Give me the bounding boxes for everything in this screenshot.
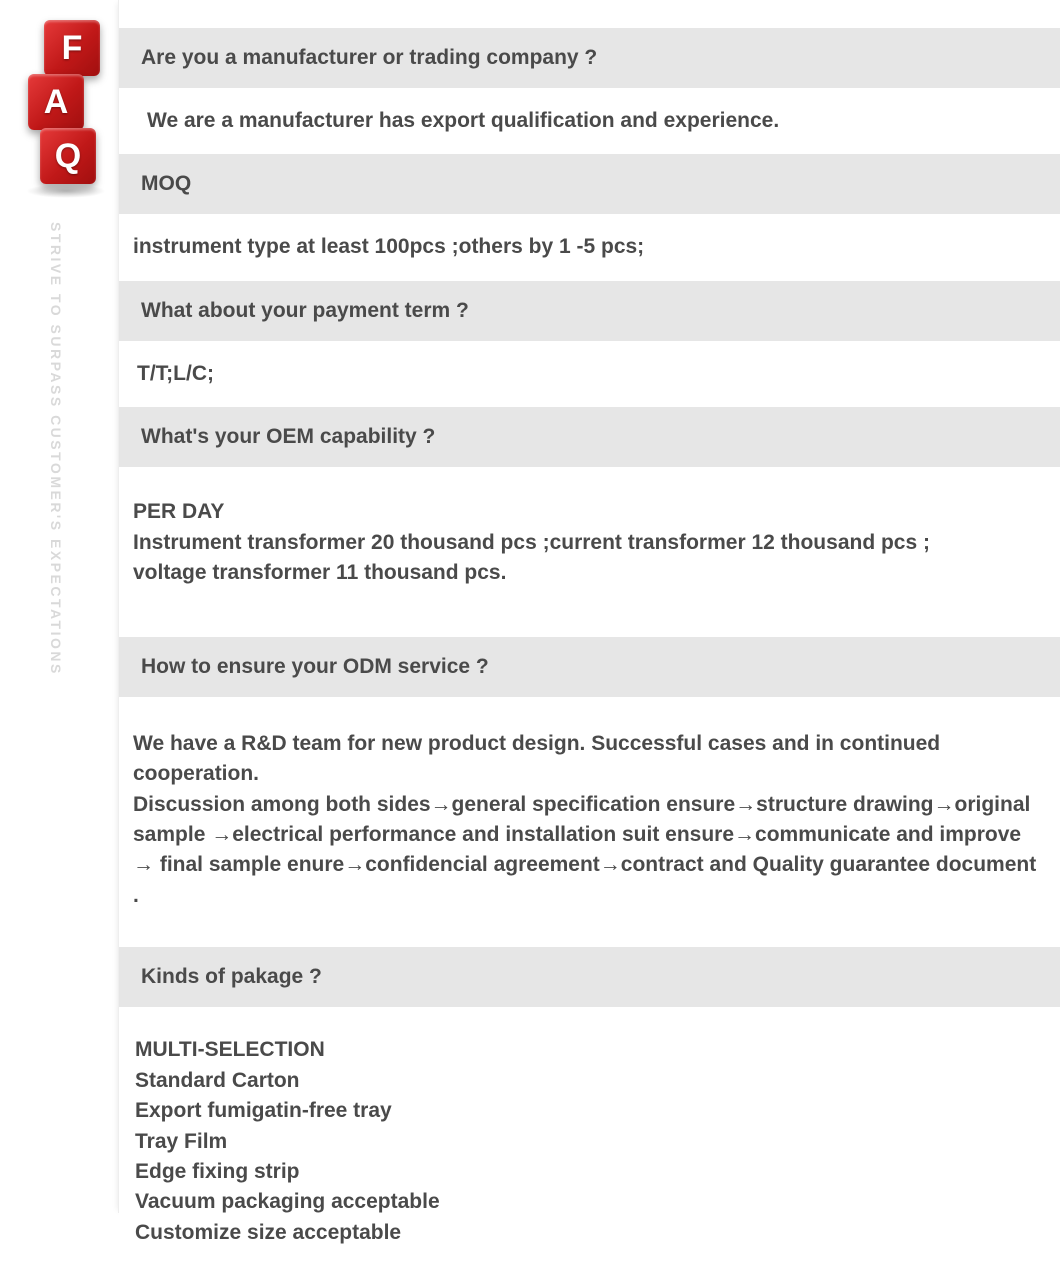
- faq-answer: T/T;L/C;: [119, 341, 1060, 407]
- faq-answer-line: Edge fixing strip: [135, 1157, 1042, 1187]
- faq-answer: instrument type at least 100pcs ;others …: [119, 214, 1060, 280]
- faq-answer-line: T/T;L/C;: [137, 359, 1042, 389]
- faq-answer-line: Discussion among both sides→general spec…: [133, 790, 1042, 912]
- faq-answer-line: Instrument transformer 20 thousand pcs ;…: [133, 528, 1042, 558]
- faq-question: What about your payment term ?: [119, 281, 1060, 341]
- faq-item: Are you a manufacturer or trading compan…: [119, 28, 1060, 154]
- faq-answer-line: Standard Carton: [135, 1066, 1042, 1096]
- faq-question: What's your OEM capability ?: [119, 407, 1060, 467]
- faq-logo: F A Q: [26, 20, 106, 198]
- faq-item: How to ensure your ODM service ? We have…: [119, 637, 1060, 948]
- faq-cube-f: F: [44, 20, 100, 76]
- faq-logo-shadow: [26, 184, 106, 198]
- faq-answer-line: We are a manufacturer has export qualifi…: [147, 106, 1042, 136]
- left-column: F A Q STRIVE TO SURPASS CUSTOMER'S EXPEC…: [0, 0, 118, 1213]
- faq-item: What's your OEM capability ? PER DAY Ins…: [119, 407, 1060, 636]
- faq-answer: PER DAY Instrument transformer 20 thousa…: [119, 467, 1060, 636]
- faq-answer-line: PER DAY: [133, 497, 1042, 527]
- faq-item: Kinds of pakage ? MULTI-SELECTION Standa…: [119, 947, 1060, 1270]
- faq-answer-line: Export fumigatin-free tray: [135, 1096, 1042, 1126]
- faq-question: Are you a manufacturer or trading compan…: [119, 28, 1060, 88]
- sidebar-slogan: STRIVE TO SURPASS CUSTOMER'S EXPECTATION…: [48, 222, 64, 676]
- faq-item: MOQ instrument type at least 100pcs ;oth…: [119, 154, 1060, 280]
- faq-cube-q: Q: [40, 128, 96, 184]
- faq-question: MOQ: [119, 154, 1060, 214]
- faq-answer-line: Customize size acceptable: [135, 1218, 1042, 1248]
- faq-question: Kinds of pakage ?: [119, 947, 1060, 1007]
- faq-answer: We have a R&D team for new product desig…: [119, 697, 1060, 948]
- faq-answer-line: We have a R&D team for new product desig…: [133, 729, 1042, 790]
- faq-answer: We are a manufacturer has export qualifi…: [119, 88, 1060, 154]
- faq-content: Are you a manufacturer or trading compan…: [118, 0, 1060, 1213]
- faq-question: How to ensure your ODM service ?: [119, 637, 1060, 697]
- faq-answer-line: MULTI-SELECTION: [135, 1035, 1042, 1065]
- faq-cube-a: A: [28, 74, 84, 130]
- faq-item: What about your payment term ? T/T;L/C;: [119, 281, 1060, 407]
- faq-answer-line: instrument type at least 100pcs ;others …: [133, 232, 1042, 262]
- faq-answer: MULTI-SELECTION Standard Carton Export f…: [119, 1007, 1060, 1270]
- faq-answer-line: Vacuum packaging acceptable: [135, 1187, 1042, 1217]
- faq-answer-line: voltage transformer 11 thousand pcs.: [133, 558, 1042, 588]
- faq-answer-line: Tray Film: [135, 1127, 1042, 1157]
- faq-page: F A Q STRIVE TO SURPASS CUSTOMER'S EXPEC…: [0, 0, 1060, 1213]
